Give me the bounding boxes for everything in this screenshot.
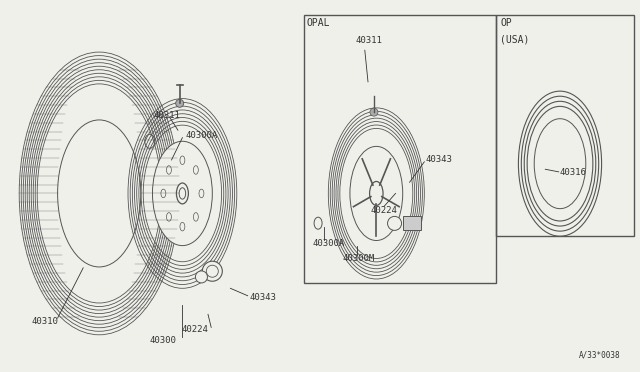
Circle shape xyxy=(202,261,222,281)
Circle shape xyxy=(175,99,184,108)
Text: 40300A: 40300A xyxy=(313,239,345,248)
Bar xyxy=(304,15,496,283)
Ellipse shape xyxy=(193,166,198,174)
Ellipse shape xyxy=(58,120,141,267)
Text: 40300A: 40300A xyxy=(186,131,218,140)
Text: 40343: 40343 xyxy=(250,293,276,302)
Ellipse shape xyxy=(166,213,172,221)
Circle shape xyxy=(388,217,401,230)
Ellipse shape xyxy=(193,213,198,221)
Text: 40311: 40311 xyxy=(355,36,382,45)
Circle shape xyxy=(195,271,207,283)
Ellipse shape xyxy=(534,119,586,209)
Text: 40224: 40224 xyxy=(182,325,209,334)
Bar xyxy=(496,15,634,236)
Text: (USA): (USA) xyxy=(500,35,530,45)
Ellipse shape xyxy=(369,182,383,205)
Text: 40316: 40316 xyxy=(560,169,587,177)
Ellipse shape xyxy=(152,141,212,246)
Text: 40224: 40224 xyxy=(371,206,397,215)
Text: 40300: 40300 xyxy=(150,336,177,345)
Circle shape xyxy=(370,108,378,116)
Text: 40300M: 40300M xyxy=(342,254,374,263)
Ellipse shape xyxy=(199,189,204,198)
Ellipse shape xyxy=(180,156,185,164)
Ellipse shape xyxy=(177,183,188,204)
Text: 40311: 40311 xyxy=(154,111,180,120)
Ellipse shape xyxy=(180,222,185,231)
Bar xyxy=(403,217,420,230)
Text: A/33*0038: A/33*0038 xyxy=(579,351,621,360)
Ellipse shape xyxy=(166,166,172,174)
Text: OP: OP xyxy=(500,18,512,28)
Text: 40343: 40343 xyxy=(426,155,452,164)
Text: OPAL: OPAL xyxy=(307,18,330,28)
Ellipse shape xyxy=(161,189,166,198)
Ellipse shape xyxy=(350,146,403,240)
Text: 40310: 40310 xyxy=(31,317,58,326)
